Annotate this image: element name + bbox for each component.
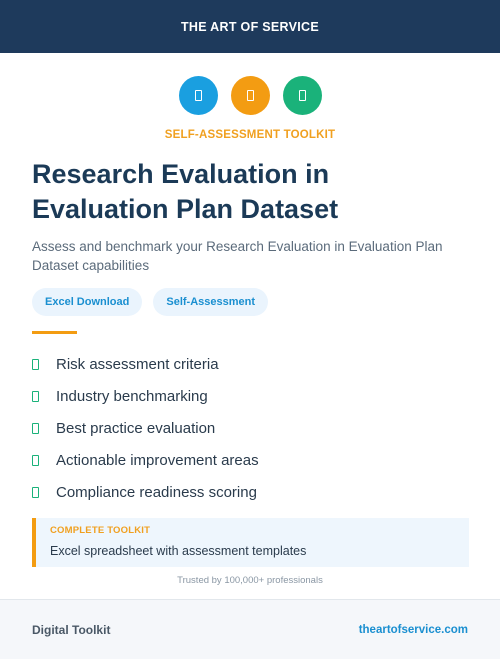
feature-item: Industry benchmarking: [32, 380, 259, 412]
feature-item: Risk assessment criteria: [32, 348, 259, 380]
feature-list: Risk assessment criteria Industry benchm…: [32, 348, 259, 508]
feature-label: Best practice evaluation: [56, 419, 216, 437]
footer-label: Digital Toolkit: [32, 622, 111, 637]
accent-divider: [32, 331, 77, 334]
check-icon: [32, 486, 39, 498]
check-icon: [32, 390, 39, 402]
website-link[interactable]: theartofservice.com: [358, 623, 468, 636]
toolkit-callout: COMPLETE TOOLKIT Excel spreadsheet with …: [32, 518, 469, 567]
tag-excel-download: Excel Download: [32, 288, 143, 316]
feature-label: Actionable improvement areas: [56, 451, 259, 469]
orange-document-icon: [230, 76, 270, 115]
trusted-note: Trusted by 100,000+ professionals: [177, 575, 323, 586]
callout-heading: COMPLETE TOOLKIT: [50, 525, 151, 536]
feature-item: Actionable improvement areas: [32, 444, 259, 476]
check-icon: [32, 358, 39, 370]
feature-item: Compliance readiness scoring: [32, 476, 259, 508]
page-title: Research Evaluation in Evaluation Plan D…: [32, 159, 339, 224]
footer-bar: Digital Toolkit theartofservice.com: [0, 599, 500, 659]
icon-row: [0, 76, 500, 115]
tag-list: Excel Download Self-Assessment: [32, 288, 269, 316]
feature-label: Industry benchmarking: [56, 387, 208, 405]
check-icon: [32, 422, 39, 434]
page-subtitle: Assess and benchmark your Research Evalu…: [32, 239, 443, 273]
blue-document-icon: [178, 76, 218, 115]
feature-label: Compliance readiness scoring: [56, 483, 257, 501]
feature-item: Best practice evaluation: [32, 412, 259, 444]
check-icon: [32, 454, 39, 466]
brand-name: THE ART OF SERVICE: [180, 19, 320, 34]
header-bar: THE ART OF SERVICE: [0, 0, 500, 53]
feature-label: Risk assessment criteria: [56, 355, 219, 373]
green-document-icon: [282, 76, 322, 115]
tag-self-assessment: Self-Assessment: [153, 288, 269, 316]
callout-body: Excel spreadsheet with assessment templa…: [50, 544, 307, 558]
toolkit-kicker: SELF-ASSESSMENT TOOLKIT: [164, 129, 336, 141]
